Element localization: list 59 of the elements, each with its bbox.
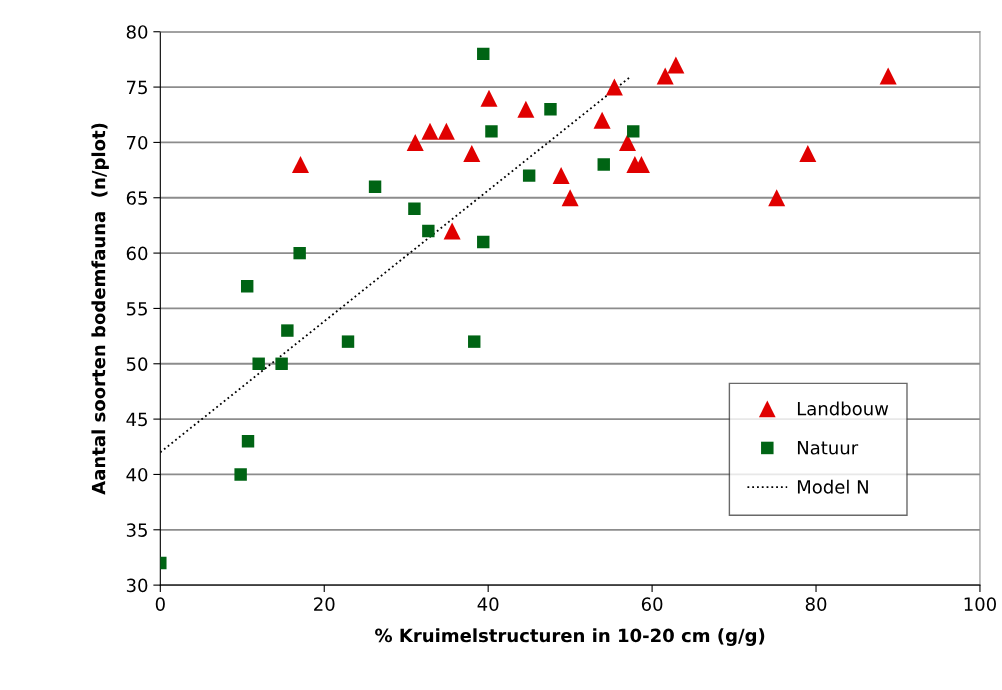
x-tick-label: 100	[964, 597, 996, 611]
x-tick-label: 0	[155, 597, 165, 611]
point	[341, 335, 355, 348]
x-axis-title: % Kruimelstructuren in 10-20 cm (g/g)	[375, 628, 765, 646]
point	[468, 335, 481, 348]
x-tick-label: 80	[805, 597, 827, 611]
y-tick-label: 30	[126, 578, 148, 593]
point	[443, 222, 461, 240]
point	[879, 67, 897, 85]
y-tick-label: 45	[126, 412, 147, 427]
point	[799, 144, 817, 162]
y-tick-label: 50	[126, 357, 148, 371]
y-tick-label: 80	[126, 25, 148, 39]
point	[477, 235, 490, 249]
y-axis-title: Aantal soorten bodemfauna (n/plot)	[91, 123, 109, 495]
point	[463, 144, 481, 162]
point	[768, 189, 786, 207]
point	[552, 167, 570, 185]
point	[421, 122, 439, 140]
point	[480, 89, 498, 107]
point	[561, 189, 579, 207]
point	[406, 133, 424, 151]
legend-label: Landbouw	[797, 401, 889, 416]
point	[627, 125, 640, 138]
point	[252, 357, 265, 370]
point	[597, 158, 610, 171]
y-tick-label: 70	[127, 135, 148, 150]
point	[408, 202, 421, 216]
y-tick-label: 55	[126, 302, 147, 316]
point	[593, 111, 611, 129]
point	[281, 324, 294, 337]
point	[437, 122, 455, 140]
point	[485, 125, 498, 138]
point	[368, 180, 382, 193]
y-tick-label: 35	[126, 523, 147, 537]
point	[619, 133, 637, 151]
point	[275, 357, 288, 370]
point	[605, 78, 623, 96]
x-tick-label: 20	[314, 597, 335, 611]
y-tick-label: 60	[126, 246, 148, 261]
point	[477, 47, 490, 61]
point	[522, 169, 536, 182]
y-tick-label: 40	[126, 467, 148, 482]
x-tick-label: 40	[477, 597, 499, 611]
x-tick-label: 60	[641, 597, 663, 611]
point	[422, 224, 435, 238]
point	[234, 468, 247, 481]
point	[240, 280, 254, 293]
point	[656, 67, 674, 85]
point	[517, 100, 535, 118]
legend-label: Model N	[797, 479, 868, 494]
point	[544, 103, 557, 116]
legend-label: Natuur	[797, 441, 859, 455]
y-tick-label: 75	[127, 80, 147, 95]
point	[291, 156, 309, 174]
y-tick-label: 65	[126, 191, 147, 205]
point	[667, 56, 685, 74]
point	[293, 246, 306, 260]
point	[241, 435, 255, 448]
